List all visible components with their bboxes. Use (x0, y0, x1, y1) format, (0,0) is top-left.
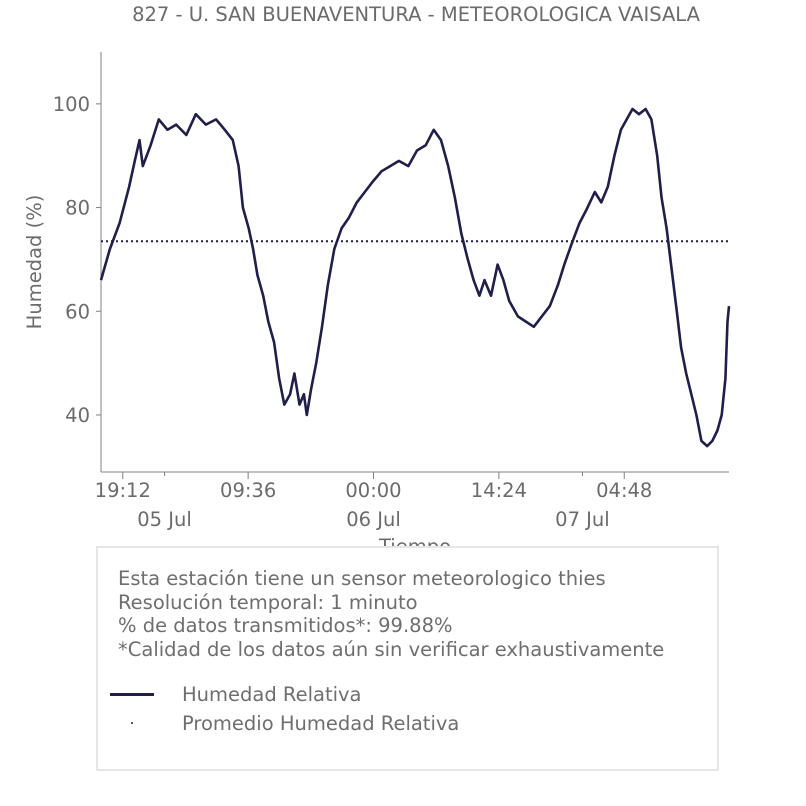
x-tick-label: 09:36 (220, 479, 276, 502)
chart-title: 827 - U. SAN BUENAVENTURA - METEOROLOGIC… (132, 3, 701, 26)
legend-dot-icon (110, 711, 157, 735)
x-tick-label: 04:48 (596, 479, 652, 502)
info-line-resolution: Resolución temporal: 1 minuto (118, 590, 418, 614)
info-line-transmitted: % de datos transmitidos*: 99.88% (118, 614, 453, 637)
x-tick-label: 14:24 (471, 479, 527, 502)
x-tick-label: 19:12 (95, 479, 151, 502)
y-tick-label: 40 (65, 404, 90, 427)
humidity-chart: 827 - U. SAN BUENAVENTURA - METEOROLOGIC… (23, 3, 731, 558)
x-ticks: 19:12 09:36 00:00 14:24 04:48 05 Jul 06 Jul 07 … (95, 472, 652, 531)
series-line-humedad-relativa (99, 107, 731, 448)
legend-item-promedio: Promedio Humedad Relativa (110, 711, 459, 735)
x-date-label: 06 Jul (346, 508, 401, 531)
x-tick-label: 00:00 (345, 479, 401, 502)
y-tick-label: 80 (65, 197, 90, 220)
legend-label-promedio: Promedio Humedad Relativa (182, 711, 460, 735)
legend-item-humedad: Humedad Relativa (110, 682, 362, 706)
y-tick-label: 100 (53, 93, 90, 116)
y-tick-label: 60 (65, 300, 90, 323)
y-axis-label: Humedad (%) (23, 195, 46, 330)
info-line-sensor: Esta estación tiene un sensor meteorolog… (118, 567, 606, 590)
info-text: Esta estación tiene un sensor meteorolog… (118, 567, 664, 661)
info-line-quality: *Calidad de los datos aún sin verificar … (118, 637, 665, 661)
x-date-label: 05 Jul (137, 508, 192, 531)
info-box: Esta estación tiene un sensor meteorolog… (96, 546, 719, 771)
legend-line-icon (110, 682, 157, 706)
legend-label-humedad: Humedad Relativa (182, 682, 362, 706)
x-date-label: 07 Jul (555, 508, 610, 531)
y-ticks: 40 60 80 100 (53, 93, 101, 427)
